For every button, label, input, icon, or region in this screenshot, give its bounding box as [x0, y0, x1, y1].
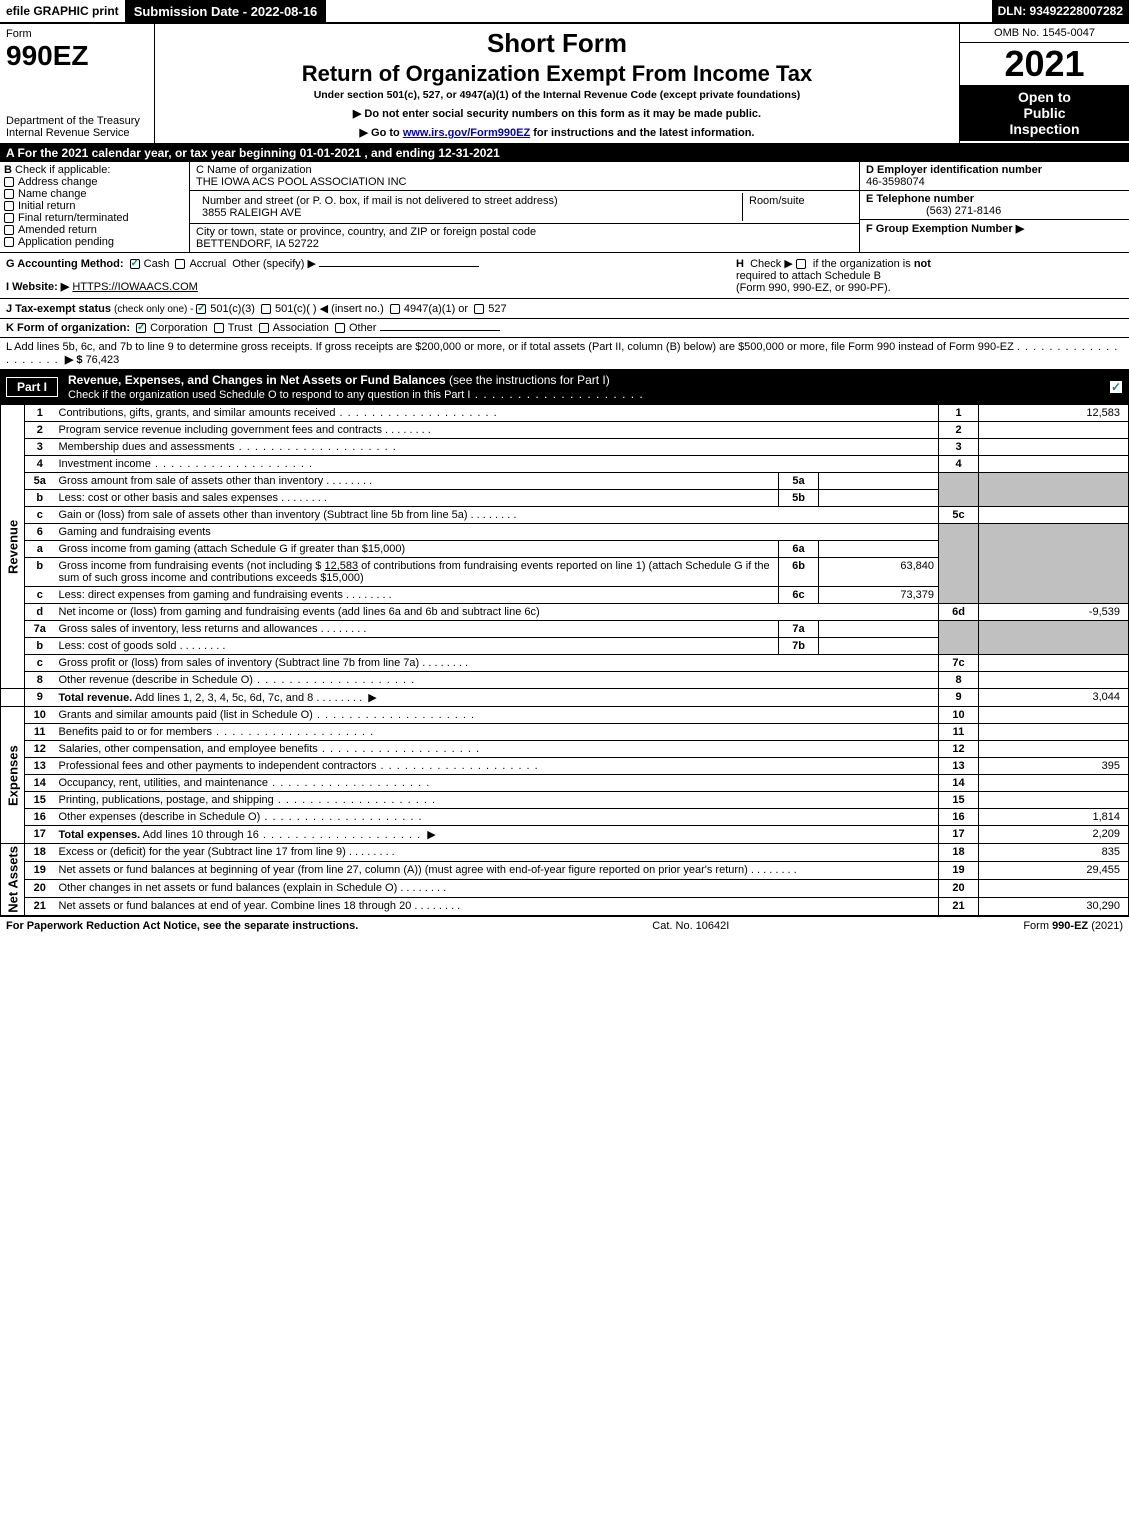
dln: DLN: 93492228007282 — [992, 0, 1129, 22]
section-d: D Employer identification number 46-3598… — [859, 162, 1129, 252]
form-header: Form 990EZ Department of the Treasury In… — [0, 24, 1129, 144]
form-label: Form — [6, 28, 32, 40]
cb-other-org[interactable] — [335, 323, 345, 333]
sidebar-expenses: Expenses — [1, 707, 25, 844]
short-form-title: Short Form — [163, 28, 951, 59]
dept-irs: Internal Revenue Service — [6, 127, 130, 139]
ein-label: D Employer identification number — [866, 164, 1042, 176]
i-label: I Website: ▶ — [6, 281, 69, 293]
footer-right: Form 990-EZ (2021) — [1023, 920, 1123, 932]
submission-date: Submission Date - 2022-08-16 — [125, 0, 327, 22]
gross-receipts: 76,423 — [86, 354, 120, 366]
lines-table: Revenue 1 Contributions, gifts, grants, … — [0, 404, 1129, 916]
cb-name-change[interactable] — [4, 189, 14, 199]
sidebar-revenue: Revenue — [1, 405, 25, 689]
amt-1: 12,583 — [979, 405, 1129, 422]
amt-16: 1,814 — [979, 809, 1129, 826]
cb-527[interactable] — [474, 304, 484, 314]
section-c: C Name of organization THE IOWA ACS POOL… — [190, 162, 859, 252]
cb-final-return[interactable] — [4, 213, 14, 223]
goto-instructions: ▶ Go to www.irs.gov/Form990EZ for instru… — [163, 126, 951, 139]
city-label: City or town, state or province, country… — [196, 226, 536, 238]
cb-application-pending[interactable] — [4, 237, 14, 247]
dept-treasury: Department of the Treasury — [6, 115, 140, 127]
amt-13: 395 — [979, 758, 1129, 775]
amt-17: 2,209 — [979, 826, 1129, 844]
tel-label: E Telephone number — [866, 193, 974, 205]
group-arrow: ▶ — [1016, 223, 1024, 235]
cb-cash[interactable] — [130, 259, 140, 269]
cb-amended-return[interactable] — [4, 225, 14, 235]
open-to-public-badge: Open toPublicInspection — [960, 85, 1129, 141]
room-label: Room/suite — [749, 195, 805, 207]
org-name-label: C Name of organization — [196, 164, 312, 176]
page-footer: For Paperwork Reduction Act Notice, see … — [0, 916, 1129, 935]
amt-6c: 73,379 — [819, 587, 939, 604]
cb-501c[interactable] — [261, 304, 271, 314]
amt-18: 835 — [979, 844, 1129, 862]
section-b: B Check if applicable: Address change Na… — [0, 162, 190, 252]
amt-6b: 63,840 — [819, 558, 939, 587]
amt-21: 30,290 — [979, 897, 1129, 915]
section-a: A For the 2021 calendar year, or tax yea… — [0, 144, 1129, 162]
amt-9: 3,044 — [979, 689, 1129, 707]
omb-number: OMB No. 1545-0047 — [960, 24, 1129, 43]
ssn-warning: ▶ Do not enter social security numbers o… — [163, 107, 951, 120]
amt-19: 29,455 — [979, 861, 1129, 879]
top-bar: efile GRAPHIC print Submission Date - 20… — [0, 0, 1129, 24]
cb-address-change[interactable] — [4, 177, 14, 187]
footer-cat: Cat. No. 10642I — [652, 920, 729, 932]
bcd-block: B Check if applicable: Address change Na… — [0, 162, 1129, 253]
cb-corporation[interactable] — [136, 323, 146, 333]
cb-schedule-b[interactable] — [796, 259, 806, 269]
h-label: H — [736, 258, 744, 270]
cb-schedule-o[interactable] — [1109, 380, 1123, 394]
cb-501c3[interactable] — [196, 304, 206, 314]
under-section: Under section 501(c), 527, or 4947(a)(1)… — [163, 89, 951, 101]
amt-6d: -9,539 — [979, 604, 1129, 621]
street: 3855 RALEIGH AVE — [202, 207, 301, 219]
cb-initial-return[interactable] — [4, 201, 14, 211]
section-k: K Form of organization: Corporation Trus… — [0, 319, 1129, 338]
return-title: Return of Organization Exempt From Incom… — [163, 61, 951, 87]
org-name: THE IOWA ACS POOL ASSOCIATION INC — [196, 176, 406, 188]
section-l: L Add lines 5b, 6c, and 7b to line 9 to … — [0, 338, 1129, 370]
gh-row: G Accounting Method: Cash Accrual Other … — [0, 253, 1129, 298]
cb-association[interactable] — [259, 323, 269, 333]
city: BETTENDORF, IA 52722 — [196, 238, 319, 250]
part1-header: Part I Revenue, Expenses, and Changes in… — [0, 370, 1129, 404]
efile-label: efile GRAPHIC print — [0, 0, 125, 22]
tax-year: 2021 — [960, 43, 1129, 85]
goto-link[interactable]: www.irs.gov/Form990EZ — [403, 127, 530, 139]
g-label: G Accounting Method: — [6, 258, 124, 270]
street-label: Number and street (or P. O. box, if mail… — [202, 195, 558, 207]
goto-post: for instructions and the latest informat… — [530, 127, 754, 139]
ein: 46-3598074 — [866, 176, 925, 188]
form-number: 990EZ — [6, 40, 89, 71]
footer-left: For Paperwork Reduction Act Notice, see … — [6, 920, 358, 932]
part1-label: Part I — [6, 377, 58, 397]
section-j: J Tax-exempt status (check only one) - 5… — [0, 298, 1129, 319]
telephone: (563) 271-8146 — [866, 205, 1001, 217]
sidebar-net-assets: Net Assets — [1, 844, 25, 916]
goto-pre: ▶ Go to — [360, 127, 403, 139]
website-link[interactable]: HTTPS://IOWAACS.COM — [72, 281, 198, 293]
group-exemption-label: F Group Exemption Number — [866, 223, 1013, 235]
cb-4947[interactable] — [390, 304, 400, 314]
cb-trust[interactable] — [214, 323, 224, 333]
cb-accrual[interactable] — [175, 259, 185, 269]
